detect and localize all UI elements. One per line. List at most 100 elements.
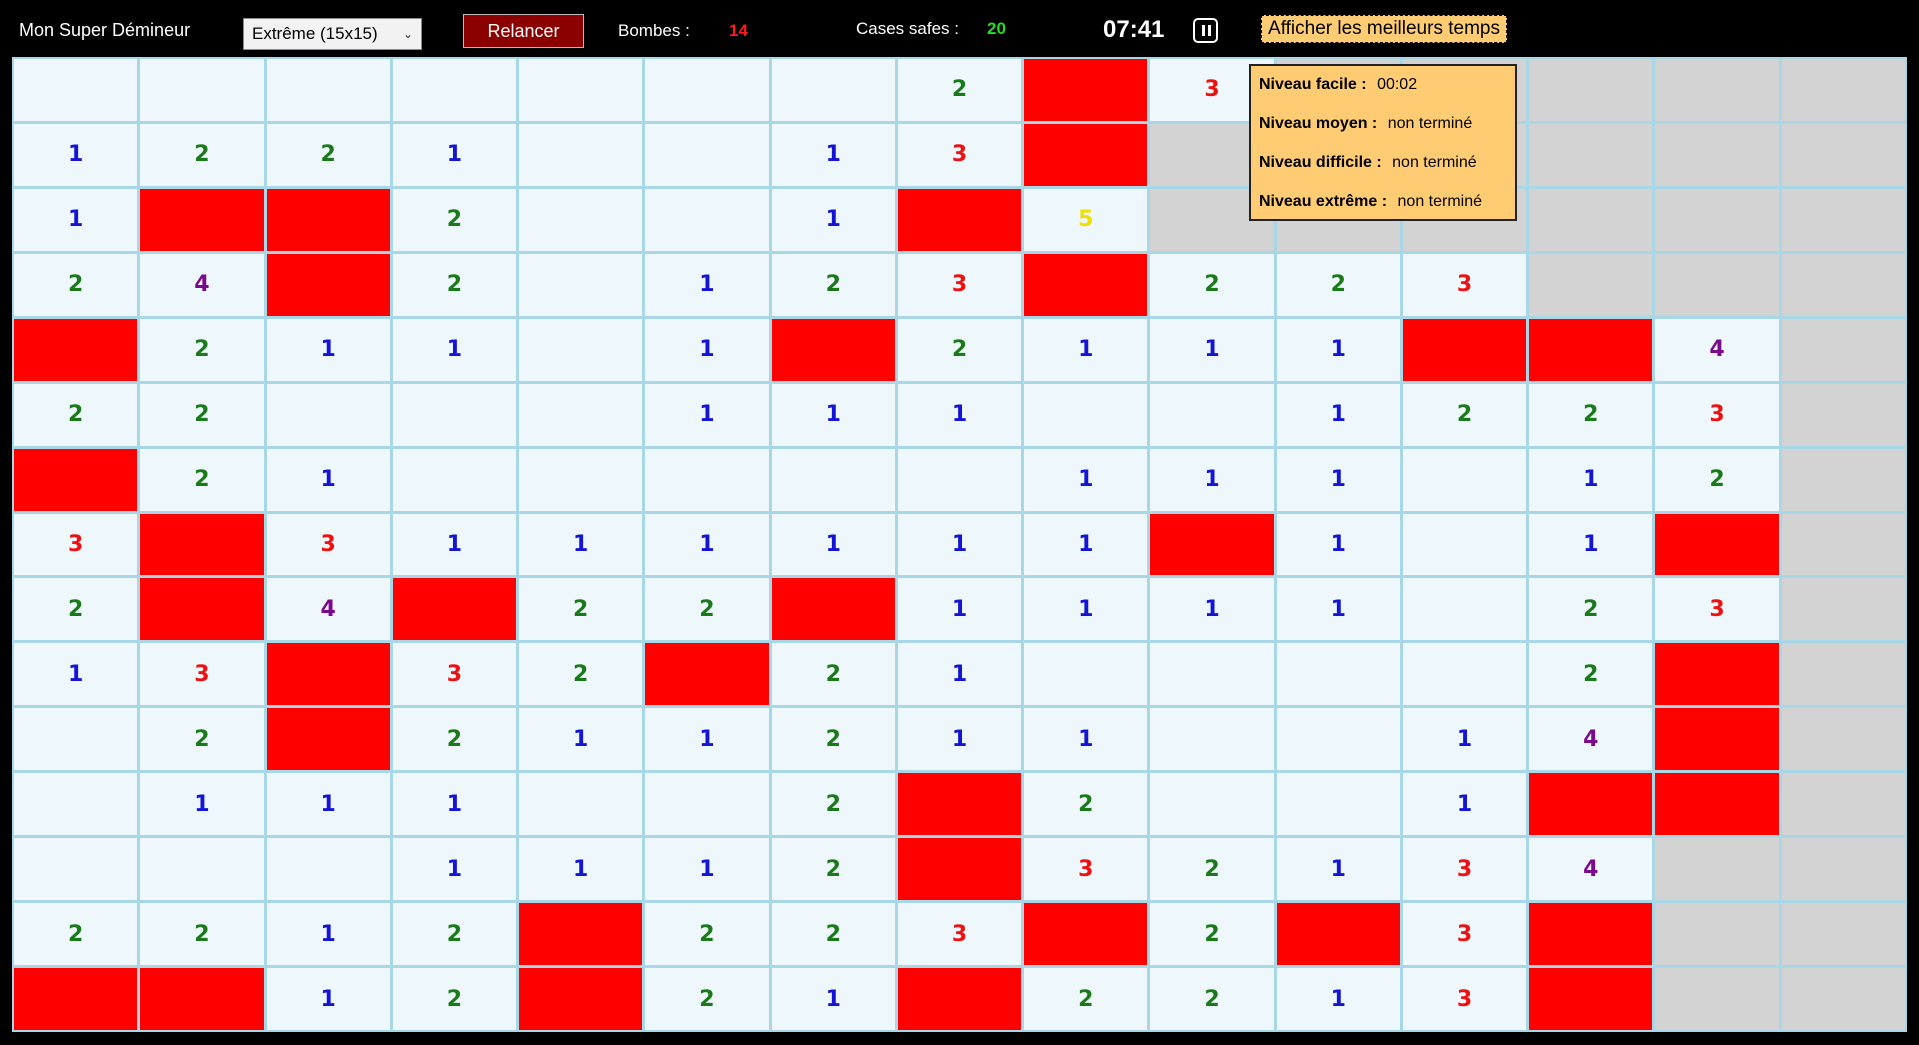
number-cell[interactable]: 1 [1024,708,1148,771]
number-cell[interactable]: 5 [1024,188,1148,251]
number-cell[interactable]: 1 [14,643,138,706]
number-cell[interactable]: 1 [1024,318,1148,381]
number-cell[interactable]: 2 [392,968,517,1030]
mine-cell[interactable] [897,188,1022,251]
empty-cell[interactable] [519,59,643,121]
mine-cell[interactable] [140,513,264,576]
number-cell[interactable]: 2 [1150,838,1274,901]
number-cell[interactable]: 2 [645,903,769,966]
number-cell[interactable]: 3 [897,253,1022,316]
empty-cell[interactable] [266,838,390,901]
hidden-cell[interactable] [1781,59,1905,121]
empty-cell[interactable] [392,383,517,446]
number-cell[interactable]: 2 [1150,903,1274,966]
number-cell[interactable]: 1 [645,253,769,316]
number-cell[interactable]: 1 [519,513,643,576]
level-select[interactable]: Extrême (15x15) ⌄ [243,18,422,50]
mine-cell[interactable] [1150,513,1274,576]
number-cell[interactable]: 1 [771,188,895,251]
hidden-cell[interactable] [1781,838,1905,901]
number-cell[interactable]: 2 [771,643,895,706]
number-cell[interactable]: 2 [645,578,769,641]
hidden-cell[interactable] [1781,318,1905,381]
mine-cell[interactable] [645,643,769,706]
number-cell[interactable]: 2 [897,59,1022,121]
number-cell[interactable]: 1 [771,383,895,446]
number-cell[interactable]: 1 [519,838,643,901]
number-cell[interactable]: 1 [1276,838,1400,901]
number-cell[interactable]: 4 [266,578,390,641]
number-cell[interactable]: 2 [1402,383,1527,446]
number-cell[interactable]: 2 [1150,253,1274,316]
empty-cell[interactable] [266,383,390,446]
mine-cell[interactable] [771,318,895,381]
number-cell[interactable]: 2 [1655,448,1779,511]
number-cell[interactable]: 2 [519,643,643,706]
mine-cell[interactable] [1276,903,1400,966]
empty-cell[interactable] [1276,643,1400,706]
number-cell[interactable]: 1 [1529,513,1653,576]
number-cell[interactable]: 1 [266,448,390,511]
empty-cell[interactable] [14,773,138,836]
empty-cell[interactable] [645,123,769,186]
mine-cell[interactable] [1024,123,1148,186]
empty-cell[interactable] [1150,708,1274,771]
number-cell[interactable]: 3 [266,513,390,576]
number-cell[interactable]: 2 [14,383,138,446]
mine-cell[interactable] [1402,318,1527,381]
number-cell[interactable]: 1 [392,123,517,186]
number-cell[interactable]: 2 [771,903,895,966]
mine-cell[interactable] [519,903,643,966]
number-cell[interactable]: 1 [1024,513,1148,576]
empty-cell[interactable] [645,448,769,511]
mine-cell[interactable] [266,253,390,316]
number-cell[interactable]: 1 [140,773,264,836]
hidden-cell[interactable] [1781,253,1905,316]
mine-cell[interactable] [14,448,138,511]
empty-cell[interactable] [771,448,895,511]
number-cell[interactable]: 2 [645,968,769,1030]
number-cell[interactable]: 1 [1276,513,1400,576]
number-cell[interactable]: 1 [392,773,517,836]
number-cell[interactable]: 2 [140,708,264,771]
hidden-cell[interactable] [1655,968,1779,1030]
number-cell[interactable]: 2 [897,318,1022,381]
empty-cell[interactable] [1024,643,1148,706]
hidden-cell[interactable] [1781,123,1905,186]
mine-cell[interactable] [14,968,138,1030]
number-cell[interactable]: 2 [771,773,895,836]
number-cell[interactable]: 1 [897,708,1022,771]
mine-cell[interactable] [519,968,643,1030]
number-cell[interactable]: 3 [1655,383,1779,446]
number-cell[interactable]: 1 [392,838,517,901]
number-cell[interactable]: 2 [1529,578,1653,641]
number-cell[interactable]: 4 [1529,708,1653,771]
number-cell[interactable]: 1 [645,708,769,771]
mine-cell[interactable] [266,708,390,771]
best-times-button[interactable]: Afficher les meilleurs temps [1261,15,1507,43]
empty-cell[interactable] [519,383,643,446]
hidden-cell[interactable] [1529,188,1653,251]
number-cell[interactable]: 1 [1276,578,1400,641]
number-cell[interactable]: 1 [1150,318,1274,381]
number-cell[interactable]: 3 [1402,903,1527,966]
number-cell[interactable]: 1 [1276,968,1400,1030]
mine-cell[interactable] [392,578,517,641]
number-cell[interactable]: 2 [771,708,895,771]
hidden-cell[interactable] [1781,188,1905,251]
number-cell[interactable]: 1 [1402,708,1527,771]
number-cell[interactable]: 1 [1402,773,1527,836]
number-cell[interactable]: 1 [771,513,895,576]
number-cell[interactable]: 1 [519,708,643,771]
number-cell[interactable]: 2 [14,578,138,641]
number-cell[interactable]: 2 [771,253,895,316]
empty-cell[interactable] [1150,383,1274,446]
hidden-cell[interactable] [1781,643,1905,706]
empty-cell[interactable] [1150,643,1274,706]
empty-cell[interactable] [1276,708,1400,771]
mine-cell[interactable] [771,578,895,641]
number-cell[interactable]: 2 [392,188,517,251]
hidden-cell[interactable] [1781,578,1905,641]
number-cell[interactable]: 2 [140,318,264,381]
number-cell[interactable]: 1 [14,188,138,251]
